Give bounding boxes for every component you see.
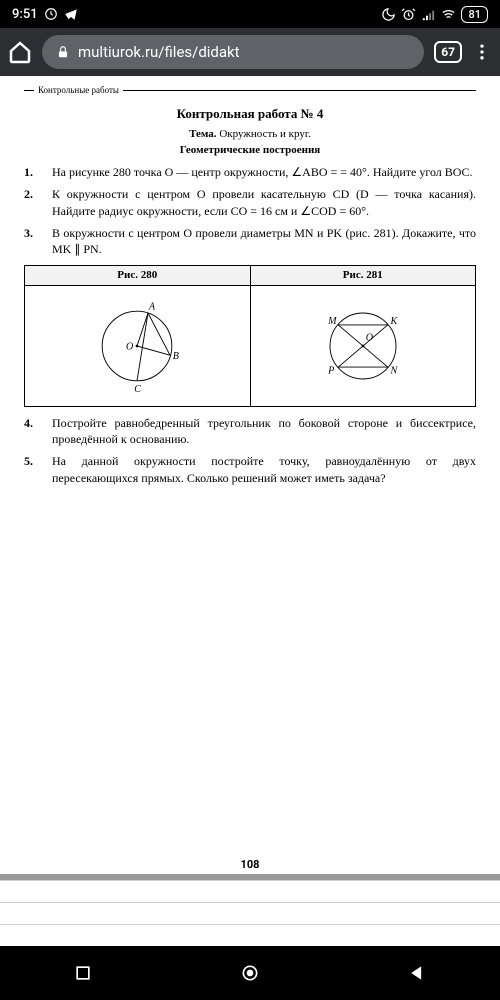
svg-text:K: K bbox=[389, 316, 398, 327]
battery-indicator: 81 bbox=[461, 6, 488, 23]
bottom-bars bbox=[0, 874, 500, 946]
home-icon[interactable] bbox=[8, 40, 32, 64]
status-time: 9:51 bbox=[12, 7, 38, 22]
problem-num: 5. bbox=[24, 453, 52, 485]
problem-text: Постройте равнобедренный треугольник по … bbox=[52, 415, 476, 447]
page-content[interactable]: Контрольные работы Контрольная работа № … bbox=[0, 76, 500, 946]
moon-icon bbox=[381, 7, 396, 22]
problem-1: 1. На рисунке 280 точка O — центр окружн… bbox=[24, 164, 476, 180]
nav-recent-icon[interactable] bbox=[73, 963, 93, 983]
svg-text:P: P bbox=[327, 366, 334, 377]
problem-num: 2. bbox=[24, 186, 52, 218]
lock-icon bbox=[56, 45, 70, 59]
problem-text: К окружности с центром O провели касател… bbox=[52, 186, 476, 218]
theme-sub: Геометрические построения bbox=[24, 143, 476, 158]
problem-3: 3. В окружности с центром O провели диам… bbox=[24, 225, 476, 257]
svg-text:B: B bbox=[173, 351, 179, 362]
signal-icon bbox=[421, 7, 436, 22]
status-right: 81 bbox=[381, 6, 488, 23]
alarm-icon bbox=[401, 7, 416, 22]
problem-num: 3. bbox=[24, 225, 52, 257]
fig-281-title: Рис. 281 bbox=[251, 266, 476, 286]
menu-icon[interactable] bbox=[472, 42, 492, 62]
problem-text: На рисунке 280 точка O — центр окружност… bbox=[52, 164, 476, 180]
svg-text:M: M bbox=[327, 316, 337, 327]
theme-text: Окружность и круг. bbox=[219, 128, 311, 140]
fig-280-title: Рис. 280 bbox=[25, 266, 250, 286]
problem-num: 4. bbox=[24, 415, 52, 447]
page-number: 108 bbox=[0, 858, 500, 871]
problem-5: 5. На данной окружности постройте точку,… bbox=[24, 453, 476, 485]
fig-281: M K P N O bbox=[251, 286, 476, 406]
status-bar: 9:51 81 bbox=[0, 0, 500, 28]
svg-text:C: C bbox=[135, 384, 142, 395]
nav-back-icon[interactable] bbox=[407, 963, 427, 983]
browser-bar: multiurok.ru/files/didakt 67 bbox=[0, 28, 500, 76]
problem-num: 1. bbox=[24, 164, 52, 180]
wifi-icon bbox=[441, 7, 456, 22]
status-left: 9:51 bbox=[12, 7, 78, 22]
page-title: Контрольная работа № 4 bbox=[24, 105, 476, 123]
telegram-icon bbox=[64, 7, 78, 21]
clock-icon bbox=[44, 7, 58, 21]
theme-label: Тема. bbox=[189, 128, 216, 140]
url-text: multiurok.ru/files/didakt bbox=[78, 43, 240, 61]
problem-text: На данной окружности постройте точку, ра… bbox=[52, 453, 476, 485]
nav-bar bbox=[0, 946, 500, 1000]
section-divider: Контрольные работы bbox=[24, 90, 476, 91]
figures-table: Рис. 280 A B C O bbox=[24, 265, 476, 407]
document-page: Контрольные работы Контрольная работа № … bbox=[0, 76, 500, 500]
problem-2: 2. К окружности с центром O провели каса… bbox=[24, 186, 476, 218]
tab-count[interactable]: 67 bbox=[434, 41, 462, 63]
url-bar[interactable]: multiurok.ru/files/didakt bbox=[42, 35, 424, 69]
svg-text:O: O bbox=[126, 342, 134, 353]
nav-home-icon[interactable] bbox=[240, 963, 260, 983]
section-header: Контрольные работы bbox=[34, 84, 123, 96]
svg-text:O: O bbox=[366, 333, 374, 344]
svg-text:A: A bbox=[148, 301, 156, 312]
theme-line: Тема. Окружность и круг. bbox=[24, 127, 476, 142]
problem-text: В окружности с центром O провели диаметр… bbox=[52, 225, 476, 257]
fig-280: A B C O bbox=[25, 286, 250, 406]
problem-4: 4. Постройте равнобедренный треугольник … bbox=[24, 415, 476, 447]
svg-text:N: N bbox=[389, 366, 398, 377]
